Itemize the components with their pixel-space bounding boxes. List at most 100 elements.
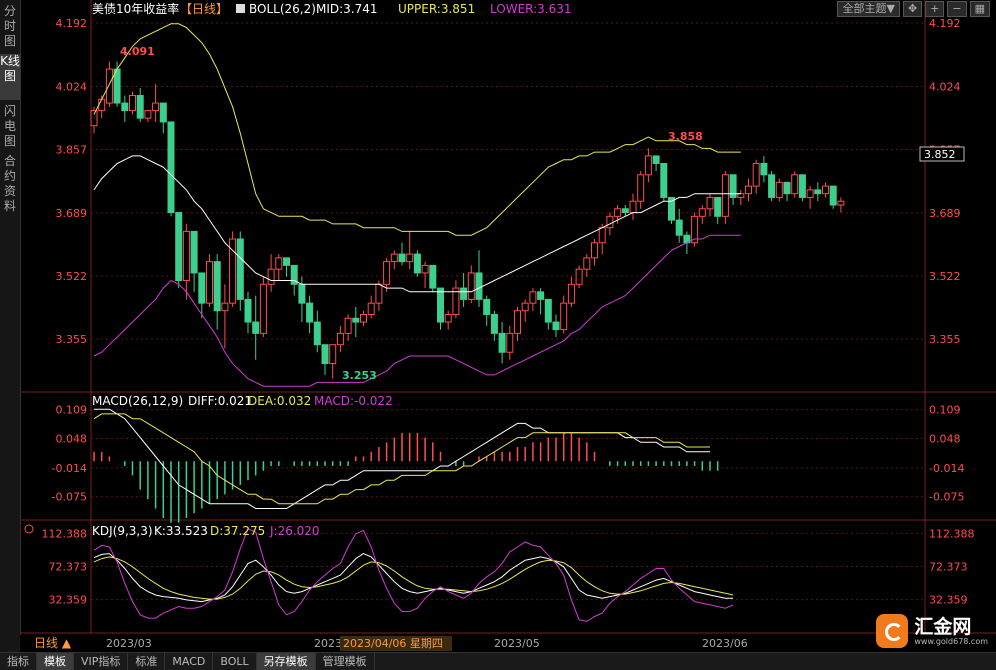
kdj-indicator-name[interactable]: KDJ(9,3,3)	[92, 524, 153, 538]
period-badge: 【日线】	[180, 2, 228, 16]
price-tick-right: 3.522	[929, 270, 961, 283]
candle-body	[406, 253, 414, 263]
high-price-label: 4.091	[120, 45, 155, 58]
candle-body	[105, 68, 113, 104]
candle-body	[614, 208, 622, 217]
price-tick-left: 3.857	[56, 144, 88, 157]
tab-flash[interactable]: 闪电图	[3, 104, 16, 148]
kdj-d-value: D:37.275	[210, 524, 265, 538]
candle-body	[206, 261, 213, 304]
tab-save-template[interactable]: 另存模板	[256, 653, 316, 670]
period-selector[interactable]: 日线 ▲	[34, 636, 72, 650]
candle-body	[706, 196, 714, 210]
candle-body	[413, 253, 421, 274]
current-price-box	[919, 146, 965, 162]
candle-body	[283, 257, 290, 266]
candle-body	[591, 242, 598, 259]
candle-body	[490, 313, 498, 334]
macd-dea-value: DEA:0.032	[248, 394, 311, 408]
low-price-label: 3.253	[342, 369, 377, 382]
candle-body	[760, 162, 768, 176]
tab-timeshare[interactable]: 分时图	[3, 4, 16, 48]
tab-manage-template[interactable]: 管理模板	[316, 653, 375, 670]
candle-body	[721, 174, 729, 217]
candle-body	[367, 302, 375, 315]
candle-body	[714, 196, 722, 217]
tab-boll[interactable]: BOLL	[213, 653, 257, 670]
candle-body	[221, 302, 229, 312]
tab-kline[interactable]: K线图	[0, 54, 20, 100]
candle-body	[336, 332, 344, 346]
layout-icon[interactable]: ▦	[969, 1, 990, 17]
kdj-tick-left: 72.373	[49, 561, 88, 574]
candle-body	[637, 174, 645, 202]
price-tick-left: 3.522	[56, 270, 88, 283]
kdj-tick-left: 112.388	[42, 527, 88, 540]
candle-body	[375, 283, 383, 304]
candle-body	[306, 302, 314, 323]
candle-body	[514, 310, 521, 334]
candle-body	[791, 174, 799, 195]
candle-body	[768, 174, 776, 198]
candle-body	[621, 208, 629, 214]
candle-body	[506, 332, 514, 353]
recent-high-label: 3.858	[668, 130, 703, 143]
tab-macd[interactable]: MACD	[165, 653, 214, 670]
x-label-3: 2023/06	[702, 637, 748, 650]
brand-logo: 汇金网 www.gold678.com	[876, 612, 988, 650]
macd-tick-left: -0.014	[52, 462, 87, 475]
zoom-in-icon[interactable]: +	[925, 1, 945, 17]
kdj-settings-icon[interactable]	[24, 524, 34, 534]
candle-body	[421, 264, 429, 274]
candle-body	[98, 98, 106, 112]
kdj-k-value: K:33.523	[154, 524, 208, 538]
price-tick-left: 3.689	[56, 207, 88, 220]
candle-body	[229, 238, 237, 304]
indicator-settings-icon[interactable]	[236, 4, 245, 13]
macd-tick-right: 0.048	[929, 433, 961, 446]
kdj-tick-right: 112.388	[929, 527, 975, 540]
candle-body	[136, 95, 144, 119]
tab-contract-info[interactable]: 合约资料	[3, 154, 16, 213]
candle-body	[175, 212, 183, 282]
tab-vip-indicator[interactable]: VIP指标	[74, 653, 129, 670]
price-tick-right: 4.024	[929, 80, 961, 93]
logo-icon	[876, 614, 909, 648]
cursor-date: 2023/04/06 星期四	[343, 637, 443, 650]
candle-body	[383, 261, 391, 285]
boll-lower-line	[93, 234, 741, 387]
candle-body	[236, 238, 244, 300]
tab-indicator[interactable]: 指标	[0, 653, 37, 670]
candle-body	[529, 291, 537, 304]
macd-diff-value: DIFF:0.021	[188, 394, 252, 408]
candle-body	[129, 95, 136, 112]
kdj-j-value: J:26.020	[269, 524, 320, 538]
tab-template[interactable]: 模板	[37, 653, 74, 670]
candle-body	[652, 155, 660, 164]
candle-body	[390, 253, 398, 263]
kline-chart[interactable]: 4.1924.1924.0244.0243.8573.8573.6893.689…	[20, 0, 996, 652]
macd-indicator-name[interactable]: MACD(26,12,9)	[92, 394, 183, 408]
candle-body	[606, 215, 614, 229]
price-tick-right: 3.689	[929, 207, 961, 220]
candle-body	[814, 189, 822, 195]
zoom-out-icon[interactable]: −	[947, 1, 967, 17]
kdj-k-line	[93, 553, 734, 603]
candle-body	[352, 317, 360, 323]
macd-dea-line	[93, 413, 710, 505]
price-tick-right: 3.355	[929, 333, 961, 346]
candle-body	[752, 162, 760, 187]
candle-body	[321, 344, 329, 365]
boll-upper-line	[93, 23, 741, 236]
candle-body	[360, 313, 367, 323]
candle-body	[252, 321, 260, 334]
candle-body	[745, 185, 752, 195]
tab-standard[interactable]: 标准	[128, 653, 166, 670]
candle-body	[213, 261, 221, 312]
candle-body	[167, 121, 175, 214]
candle-body	[783, 181, 791, 195]
theme-dropdown[interactable]: 全部主题▼	[837, 1, 900, 17]
boll-indicator-name[interactable]: BOLL(26,2)	[249, 2, 316, 16]
boll-mid-value: MID:3.741	[316, 2, 378, 16]
move-icon[interactable]: ✥	[902, 1, 923, 17]
